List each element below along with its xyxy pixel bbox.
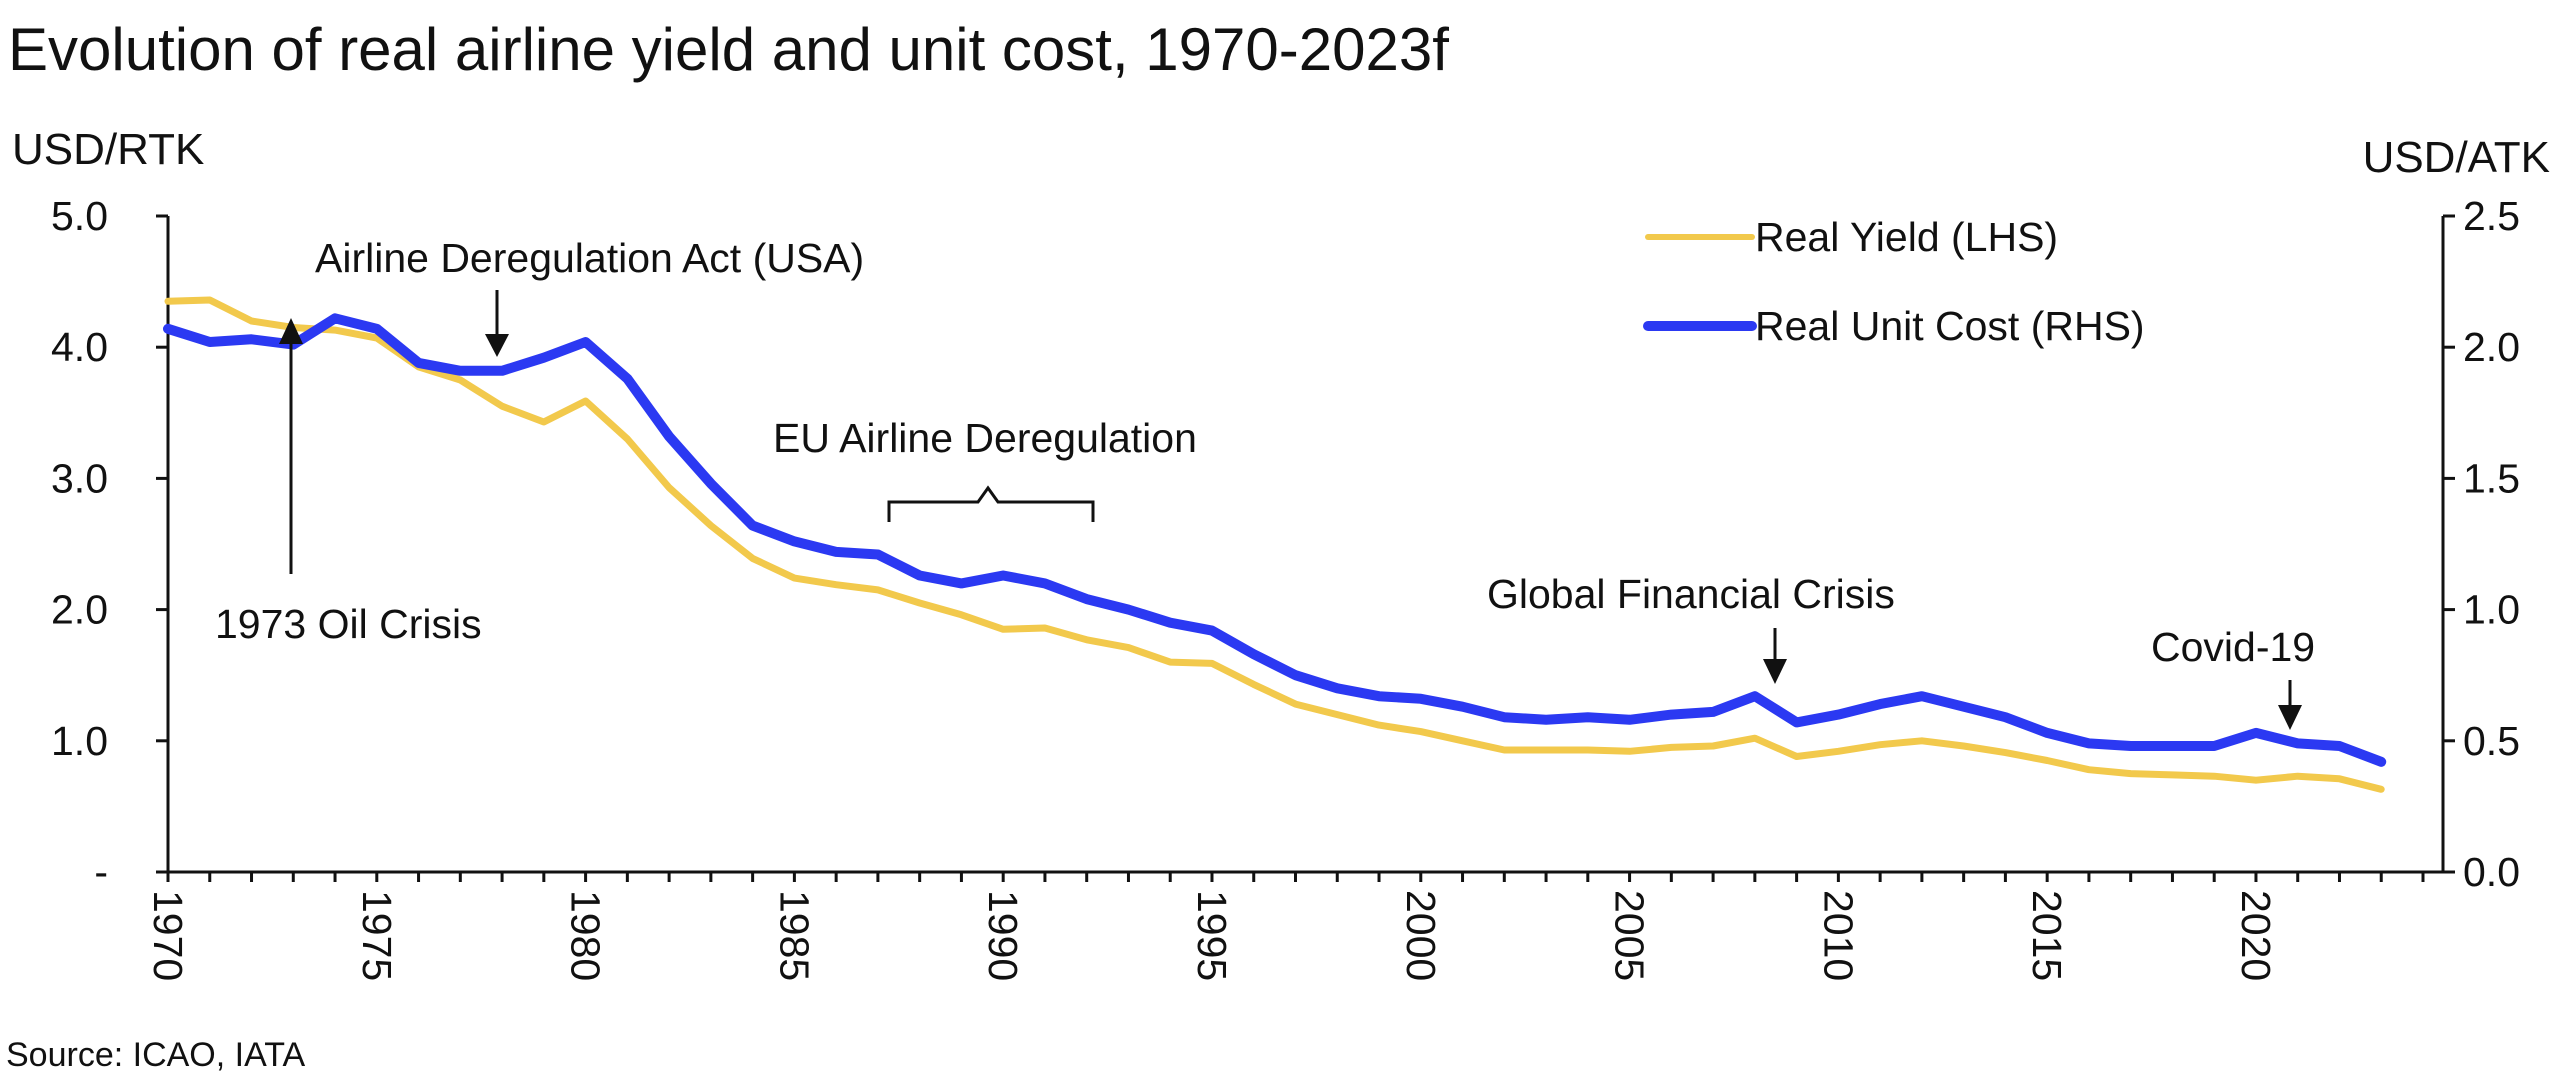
x-tick-label: 1995 [1189, 890, 1235, 981]
axes [156, 214, 2455, 882]
deregulation-act-arrow-head [485, 334, 509, 357]
series-line-real-yield [164, 296, 2385, 793]
x-tick-label: 1970 [145, 890, 191, 981]
annotation-oil-crisis: 1973 Oil Crisis [215, 318, 482, 647]
x-tick-label: 2015 [2024, 890, 2070, 981]
annotation-covid-label: Covid-19 [2151, 624, 2315, 670]
annotation-deregulation-act: Airline Deregulation Act (USA) [315, 235, 864, 357]
annotation-financial-crisis: Global Financial Crisis [1487, 571, 1895, 684]
right-axis-unit: USD/ATK [2363, 133, 2550, 182]
series-line-real-unit-cost [163, 313, 2387, 767]
annotation-eu-deregulation-label: EU Airline Deregulation [773, 415, 1197, 461]
right-tick-label: 2.0 [2463, 324, 2520, 370]
series-lines [163, 296, 2387, 793]
annotation-covid: Covid-19 [2151, 624, 2315, 730]
right-tick-label: 1.0 [2463, 587, 2520, 633]
left-tick-label: 4.0 [51, 324, 108, 370]
x-tick-label: 1975 [354, 890, 400, 981]
chart-title: Evolution of real airline yield and unit… [8, 16, 1449, 83]
x-tick-label: 1990 [980, 890, 1026, 981]
legend: Real Yield (LHS) Real Unit Cost (RHS) [1643, 214, 2145, 349]
annotation-eu-deregulation: EU Airline Deregulation [773, 415, 1197, 522]
left-tick-label: 5.0 [51, 193, 108, 239]
source-note: Source: ICAO, IATA [6, 1036, 305, 1074]
x-tick-label: 2000 [1398, 890, 1444, 981]
x-tick-label: 2010 [1815, 890, 1861, 981]
right-tick-label: 0.0 [2463, 849, 2520, 895]
x-tick-label: 2005 [1607, 890, 1653, 981]
annotation-financial-crisis-label: Global Financial Crisis [1487, 571, 1895, 617]
eu-deregulation-bracket [887, 485, 1095, 522]
legend-label-real-yield: Real Yield (LHS) [1755, 214, 2058, 260]
financial-crisis-arrow-head [1763, 659, 1787, 684]
right-tick-label: 1.5 [2463, 455, 2520, 501]
annotation-deregulation-act-label: Airline Deregulation Act (USA) [315, 235, 864, 281]
right-tick-label: 0.5 [2463, 718, 2520, 764]
annotation-oil-crisis-label: 1973 Oil Crisis [215, 601, 482, 647]
legend-label-real-unit-cost: Real Unit Cost (RHS) [1755, 303, 2145, 349]
tick-labels: - 1.0 2.0 3.0 4.0 5.0 0.0 0.5 1.0 1.5 2.0 2.5 1970 19… [51, 193, 2520, 981]
covid-arrow-head [2278, 705, 2302, 730]
oil-crisis-arrow-head [279, 318, 303, 344]
left-tick-label: 3.0 [51, 455, 108, 501]
right-tick-label: 2.5 [2463, 193, 2520, 239]
x-tick-label: 2020 [2233, 890, 2279, 981]
x-tick-label: 1985 [771, 890, 817, 981]
x-tick-label: 1980 [563, 890, 609, 981]
left-tick-label: 1.0 [51, 718, 108, 764]
left-axis-unit: USD/RTK [12, 125, 204, 174]
left-tick-label: - [94, 849, 108, 895]
left-tick-label: 2.0 [51, 587, 108, 633]
